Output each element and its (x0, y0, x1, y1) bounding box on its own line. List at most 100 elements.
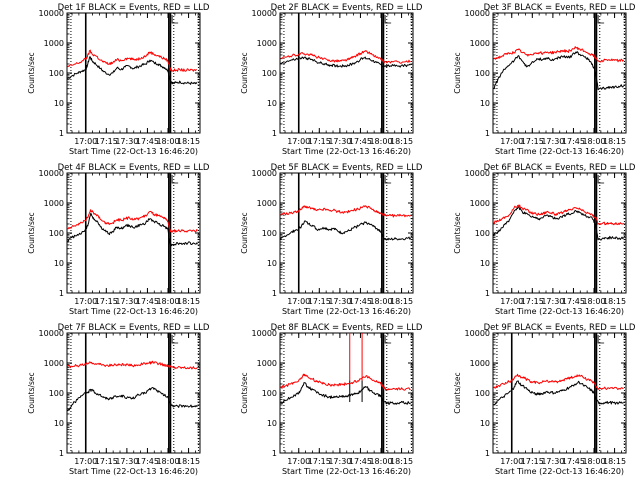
interval-bracket (384, 15, 392, 24)
y-axis-label: Counts/sec (240, 372, 249, 413)
x-tick-label: 18:00 (582, 297, 605, 306)
x-tick-label: 18:15 (390, 137, 413, 146)
y-tick-label: 10000 (252, 9, 277, 18)
x-tick-label: 17:30 (115, 457, 138, 466)
chart-title: Det 6F BLACK = Events, RED = LLD (484, 163, 636, 173)
x-axis-label: Start Time (22-Oct-13 16:46:20) (69, 467, 198, 476)
x-tick-label: 17:00 (500, 297, 523, 306)
plot-frame (66, 12, 201, 134)
x-tick-label: 18:00 (369, 137, 392, 146)
interval-bracket (171, 335, 179, 344)
x-tick-label: 17:30 (541, 297, 564, 306)
y-tick-label: 100 (49, 69, 64, 78)
y-tick-label: 10000 (39, 169, 64, 178)
plot-frame (279, 172, 414, 294)
y-tick-label: 10000 (465, 329, 490, 338)
plot-frame (492, 172, 627, 294)
x-tick-label: 18:00 (369, 457, 392, 466)
x-tick-label: 17:45 (136, 297, 159, 306)
x-tick-label: 17:45 (349, 457, 372, 466)
x-axis-label: Start Time (22-Oct-13 16:46:20) (495, 307, 624, 316)
y-axis-label: Counts/sec (27, 372, 36, 413)
chart-panel-6: Det 6F BLACK = Events, RED = LLD 1 10 100 10… (453, 163, 636, 316)
y-tick-label: 1000 (470, 359, 490, 368)
x-tick-label: 17:00 (287, 457, 310, 466)
x-tick-label: 17:30 (115, 137, 138, 146)
events-series-line (493, 206, 624, 241)
chart-panel-3: Det 3F BLACK = Events, RED = LLD 1 10 100 10… (453, 3, 636, 156)
y-tick-label: 1000 (470, 199, 490, 208)
x-tick-label: 18:15 (390, 297, 413, 306)
x-tick-label: 17:15 (521, 297, 544, 306)
chart-panel-1: Det 1F BLACK = Events, RED = LLD 1 10 100 10… (27, 3, 210, 156)
lld-series-line (493, 204, 624, 226)
interval-bracket (597, 175, 605, 184)
y-tick-label: 10 (267, 419, 277, 428)
y-tick-label: 1 (485, 289, 490, 298)
y-tick-label: 1000 (257, 39, 277, 48)
y-tick-label: 100 (475, 389, 490, 398)
x-tick-label: 18:00 (156, 457, 179, 466)
y-tick-label: 1 (485, 129, 490, 138)
interval-bracket (171, 175, 179, 184)
y-tick-label: 10000 (465, 9, 490, 18)
y-axis-label: Counts/sec (240, 212, 249, 253)
plot-frame (492, 332, 627, 454)
y-tick-label: 1 (59, 289, 64, 298)
x-tick-label: 18:00 (369, 297, 392, 306)
y-tick-label: 10000 (252, 329, 277, 338)
lld-series-line (67, 49, 198, 72)
x-tick-label: 18:00 (582, 457, 605, 466)
y-tick-label: 10000 (252, 169, 277, 178)
x-tick-label: 17:15 (308, 137, 331, 146)
interval-bracket (384, 175, 392, 184)
interval-bracket (597, 335, 605, 344)
plot-frame (492, 12, 627, 134)
events-series-line (67, 56, 198, 85)
lld-series-line (280, 205, 411, 218)
x-axis-label: Start Time (22-Oct-13 16:46:20) (282, 467, 411, 476)
x-tick-label: 17:45 (562, 297, 585, 306)
x-tick-label: 18:15 (177, 297, 200, 306)
plot-frame (279, 12, 414, 134)
y-tick-label: 1000 (44, 39, 64, 48)
y-tick-label: 1 (59, 449, 64, 458)
x-tick-label: 17:00 (74, 457, 97, 466)
x-tick-label: 18:15 (177, 137, 200, 146)
x-tick-label: 17:00 (500, 137, 523, 146)
x-axis-label: Start Time (22-Oct-13 16:46:20) (282, 147, 411, 156)
lld-series-line (280, 50, 411, 64)
x-axis-label: Start Time (22-Oct-13 16:46:20) (495, 147, 624, 156)
events-series-line (67, 387, 198, 412)
y-tick-label: 100 (262, 229, 277, 238)
events-series-line (280, 56, 411, 68)
events-series-line (493, 380, 624, 406)
events-series-line (67, 212, 198, 247)
chart-panel-4: Det 4F BLACK = Events, RED = LLD 1 10 100 10… (27, 163, 210, 316)
y-axis-label: Counts/sec (453, 372, 462, 413)
x-tick-label: 18:15 (177, 457, 200, 466)
y-tick-label: 1 (272, 289, 277, 298)
y-tick-label: 1000 (257, 359, 277, 368)
x-tick-label: 17:15 (521, 137, 544, 146)
x-tick-label: 17:45 (349, 137, 372, 146)
x-tick-label: 18:15 (603, 297, 626, 306)
y-tick-label: 1000 (44, 199, 64, 208)
y-tick-label: 1000 (44, 359, 64, 368)
x-tick-label: 18:15 (603, 137, 626, 146)
y-axis-label: Counts/sec (27, 212, 36, 253)
x-tick-label: 17:45 (562, 137, 585, 146)
x-tick-label: 18:00 (156, 297, 179, 306)
x-tick-label: 17:30 (328, 137, 351, 146)
y-axis-label: Counts/sec (453, 212, 462, 253)
y-tick-label: 100 (49, 389, 64, 398)
y-axis-label: Counts/sec (453, 52, 462, 93)
lld-series-line (67, 209, 199, 233)
interval-bracket (597, 15, 605, 24)
chart-panel-2: Det 2F BLACK = Events, RED = LLD 1 10 100 10… (240, 3, 423, 156)
interval-bracket (171, 15, 179, 24)
y-tick-label: 10000 (465, 169, 490, 178)
x-tick-label: 17:00 (74, 137, 97, 146)
y-tick-label: 1 (485, 449, 490, 458)
x-tick-label: 18:00 (582, 137, 605, 146)
